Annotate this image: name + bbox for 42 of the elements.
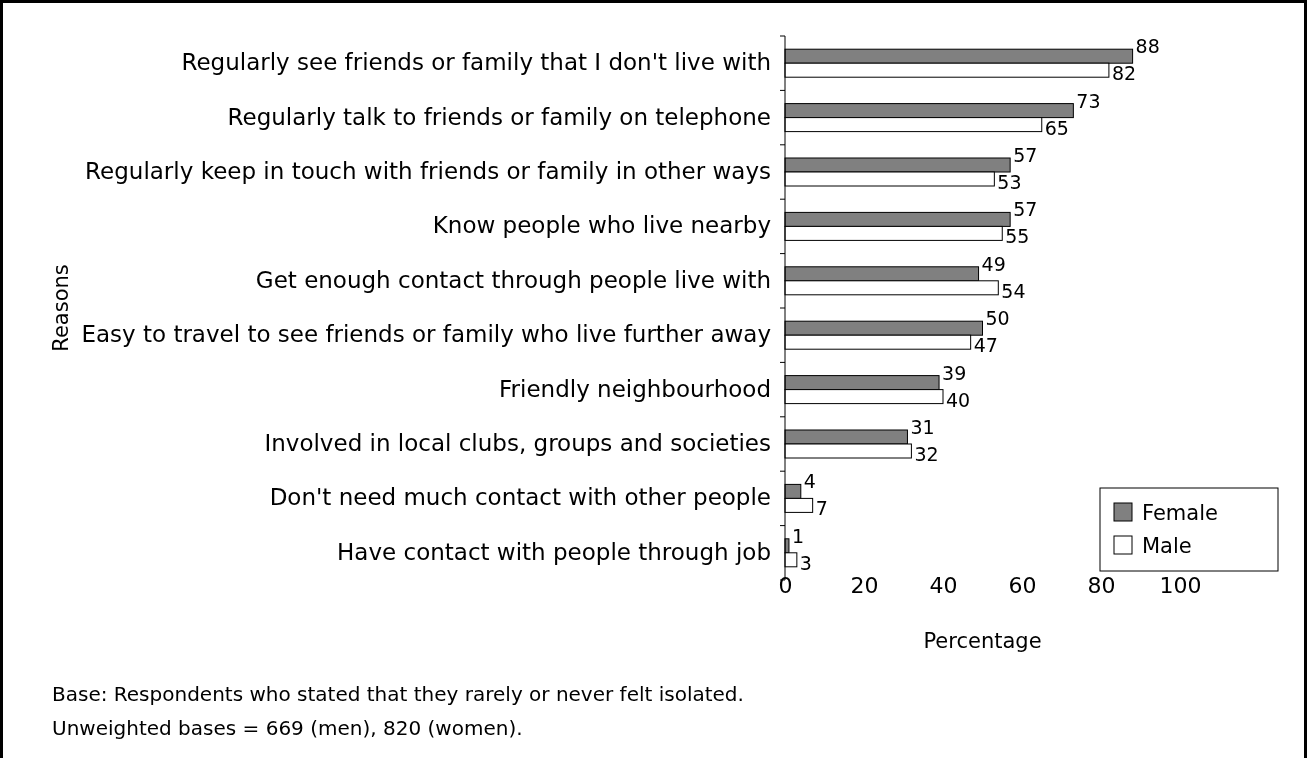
x-tick-label: 60 <box>1008 573 1037 598</box>
data-label: 50 <box>985 307 1010 330</box>
x-tick-label: 100 <box>1159 573 1202 598</box>
legend-label: Female <box>1142 501 1218 525</box>
data-label: 40 <box>946 388 971 411</box>
y-tick-label: Regularly talk to friends or family on telephone <box>227 103 771 130</box>
text: Unweighted bases = 669 (men), 820 (women). <box>52 716 523 740</box>
data-label: 55 <box>1005 225 1030 248</box>
y-tick-label: Get enough contact through people live with <box>255 266 771 293</box>
data-label: 7 <box>815 497 828 520</box>
data-label: 65 <box>1044 116 1069 139</box>
y-tick-label: Know people who live nearby <box>432 212 771 239</box>
y-tick-label: Don't need much contact with other people <box>269 484 771 511</box>
x-tick-label: 40 <box>929 573 958 598</box>
y-tick-label: Involved in local clubs, groups and societies <box>264 430 771 456</box>
text: Base: Respondents who stated that they rarely or never felt isolated. <box>52 682 744 706</box>
data-label: 53 <box>997 171 1022 193</box>
data-label: 57 <box>1013 198 1038 221</box>
y-tick-label: Regularly keep in touch with friends or family in other ways <box>85 158 771 184</box>
y-tick-label: Have contact with people through job <box>337 538 771 565</box>
x-axis-title: Percentage <box>923 629 1042 653</box>
legend-label: Male <box>1142 534 1192 558</box>
data-label: 82 <box>1111 62 1137 85</box>
data-label: 57 <box>1013 144 1038 166</box>
y-tick-label: Regularly see friends or family that I don't live with <box>181 49 771 76</box>
data-label: 88 <box>1135 35 1160 58</box>
y-axis-title: Reasons <box>49 264 73 352</box>
data-label: 1 <box>791 524 805 547</box>
x-tick-label: 20 <box>850 573 879 598</box>
data-label: 49 <box>981 252 1006 275</box>
data-label: 4 <box>803 470 816 493</box>
x-tick-label: 0 <box>778 573 793 598</box>
data-label: 73 <box>1076 89 1101 112</box>
data-label: 39 <box>942 361 967 384</box>
y-tick-label: Easy to travel to see friends or family who live further away <box>81 321 771 348</box>
x-tick-label: 80 <box>1087 573 1116 598</box>
data-label: 31 <box>910 416 935 438</box>
data-label: 47 <box>973 334 998 357</box>
data-label: 32 <box>914 443 939 465</box>
data-label: 3 <box>799 551 812 574</box>
y-tick-label: Friendly neighbourhood <box>499 375 771 402</box>
data-label: 54 <box>1001 279 1026 302</box>
